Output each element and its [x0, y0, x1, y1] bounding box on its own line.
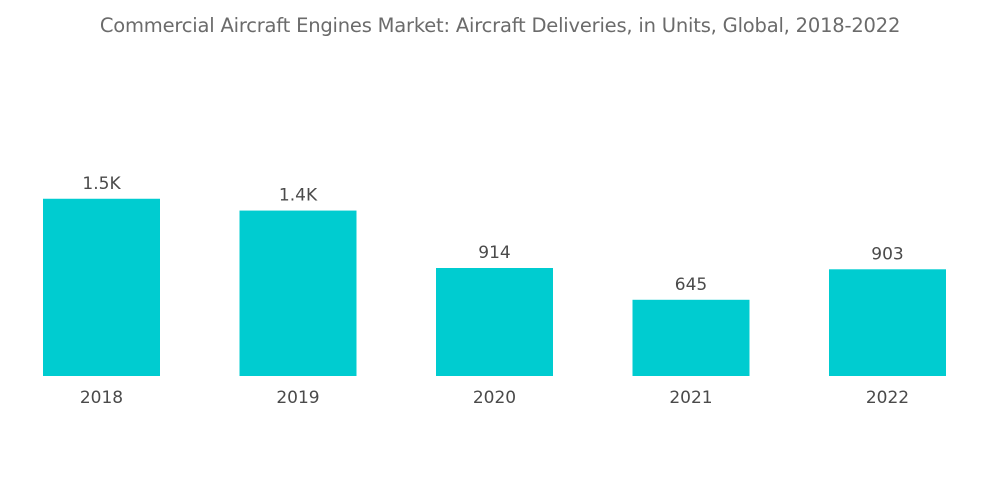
- data-label-2022: 903: [871, 244, 903, 264]
- data-label-2018: 1.5K: [82, 174, 121, 194]
- bar-2018: [43, 198, 160, 376]
- bar-2022: [829, 269, 946, 376]
- x-tick-2022: 2022: [866, 388, 909, 408]
- x-tick-2019: 2019: [276, 388, 319, 408]
- bar-2021: [632, 299, 750, 376]
- chart-title: Commercial Aircraft Engines Market: Airc…: [99, 14, 901, 37]
- x-tick-2021: 2021: [669, 388, 712, 408]
- bars-group: [43, 198, 946, 376]
- bar-2019: [239, 210, 357, 376]
- data-label-2019: 1.4K: [279, 186, 318, 206]
- x-tick-2020: 2020: [473, 388, 516, 408]
- x-tick-2018: 2018: [80, 388, 123, 408]
- x-axis-ticks: 2018 2019 2020 2021 2022: [80, 388, 909, 408]
- data-label-2021: 645: [675, 275, 707, 295]
- data-label-2020: 914: [478, 243, 510, 263]
- bar-2020: [436, 268, 553, 376]
- data-labels-group: 1.5K 1.4K 914 645 903: [82, 174, 903, 295]
